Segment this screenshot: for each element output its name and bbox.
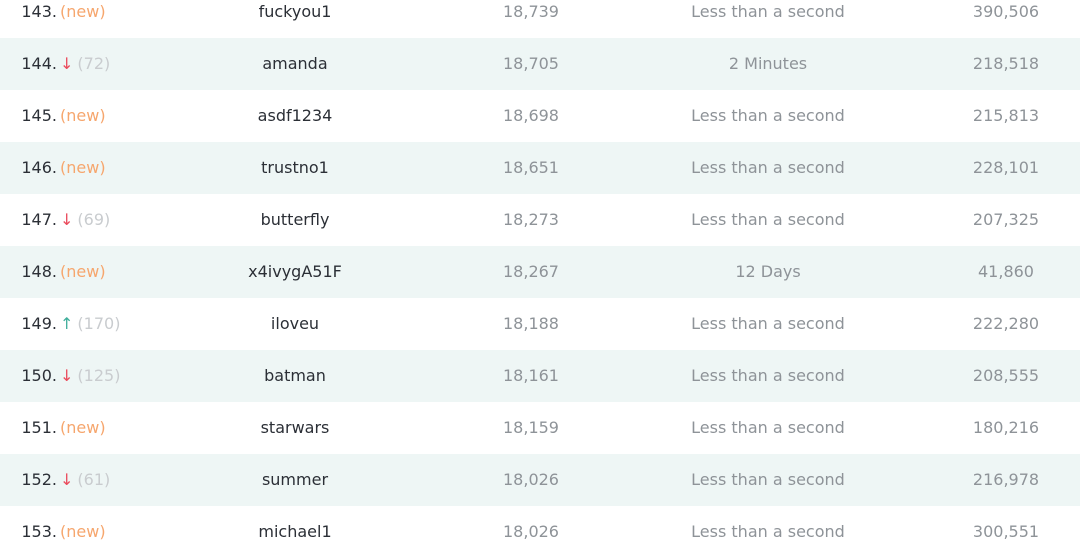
rank-change: ↑ (170) [60, 298, 120, 350]
new-badge: (new) [60, 158, 106, 177]
rank-number: 147. [21, 210, 57, 229]
user-count: 222,280 [972, 314, 1040, 333]
rank-change: ↓ (69) [60, 194, 110, 246]
arrow-up-icon: ↑ [60, 314, 74, 333]
rank-number: 153. [21, 522, 57, 541]
previous-rank: (61) [77, 470, 111, 489]
rank-change: (new) [60, 246, 106, 298]
password: x4ivygA51F [248, 262, 342, 281]
table-row: 143. (new) fuckyou1 18,739 Less than a secon… [0, 0, 1080, 38]
table-row: 153. (new) michael1 18,026 Less than a secon… [0, 506, 1080, 558]
time-to-crack: 2 Minutes [728, 54, 808, 73]
time-to-crack: Less than a second [691, 158, 845, 177]
rank-number: 148. [21, 262, 57, 281]
arrow-down-icon: ↓ [60, 470, 74, 489]
count: 18,159 [503, 418, 559, 437]
time-to-crack: Less than a second [691, 522, 845, 541]
user-count: 218,518 [972, 54, 1040, 73]
user-count: 215,813 [972, 106, 1040, 125]
new-badge: (new) [60, 418, 106, 437]
count: 18,026 [503, 470, 559, 489]
user-count: 228,101 [972, 158, 1040, 177]
previous-rank: (72) [77, 54, 111, 73]
rank-change: (new) [60, 90, 106, 142]
time-to-crack: Less than a second [691, 2, 845, 21]
count: 18,161 [503, 366, 559, 385]
user-count: 41,860 [978, 262, 1034, 281]
count: 18,267 [503, 262, 559, 281]
rank-number: 146. [21, 158, 57, 177]
count: 18,026 [503, 522, 559, 541]
count: 18,651 [503, 158, 559, 177]
password: amanda [262, 54, 328, 73]
count: 18,739 [503, 2, 559, 21]
table-row: 151. (new) starwars 18,159 Less than a secon… [0, 402, 1080, 454]
user-count: 300,551 [972, 522, 1040, 541]
arrow-down-icon: ↓ [60, 210, 74, 229]
user-count: 216,978 [972, 470, 1040, 489]
rank-change: ↓ (125) [60, 350, 120, 402]
time-to-crack: Less than a second [691, 314, 845, 333]
table-row: 146. (new) trustno1 18,651 Less than a secon… [0, 142, 1080, 194]
count: 18,698 [503, 106, 559, 125]
password: iloveu [270, 314, 320, 333]
count: 18,273 [503, 210, 559, 229]
password: fuckyou1 [258, 2, 332, 21]
table-row: 148. (new) x4ivygA51F 18,267 12 Days 41,860 [0, 246, 1080, 298]
user-count: 390,506 [972, 2, 1040, 21]
table-row: 144. ↓ (72) amanda 18,705 2 Minutes 218,518 [0, 38, 1080, 90]
rank-change: (new) [60, 142, 106, 194]
rank-number: 145. [21, 106, 57, 125]
rank-number: 143. [21, 2, 57, 21]
rank-change: (new) [60, 402, 106, 454]
rank-number: 149. [21, 314, 57, 333]
rank-change: (new) [60, 506, 106, 558]
new-badge: (new) [60, 2, 106, 21]
rank-change: ↓ (61) [60, 454, 110, 506]
password: butterfly [260, 210, 330, 229]
password: trustno1 [261, 158, 329, 177]
previous-rank: (125) [77, 366, 121, 385]
rank-number: 144. [21, 54, 57, 73]
previous-rank: (69) [77, 210, 111, 229]
count: 18,705 [503, 54, 559, 73]
new-badge: (new) [60, 522, 106, 541]
arrow-down-icon: ↓ [60, 54, 74, 73]
time-to-crack: 12 Days [735, 262, 801, 281]
password: asdf1234 [257, 106, 333, 125]
rank-change: (new) [60, 0, 106, 38]
user-count: 208,555 [972, 366, 1040, 385]
time-to-crack: Less than a second [691, 106, 845, 125]
password: michael1 [258, 522, 332, 541]
previous-rank: (170) [77, 314, 121, 333]
time-to-crack: Less than a second [691, 470, 845, 489]
password: starwars [260, 418, 330, 437]
time-to-crack: Less than a second [691, 418, 845, 437]
password: summer [261, 470, 329, 489]
table-row: 149. ↑ (170) iloveu 18,188 Less than a second… [0, 298, 1080, 350]
new-badge: (new) [60, 106, 106, 125]
table-row: 145. (new) asdf1234 18,698 Less than a secon… [0, 90, 1080, 142]
rank-number: 150. [21, 366, 57, 385]
table-row: 150. ↓ (125) batman 18,161 Less than a second… [0, 350, 1080, 402]
user-count: 207,325 [972, 210, 1040, 229]
rank-change: ↓ (72) [60, 38, 110, 90]
new-badge: (new) [60, 262, 106, 281]
table-row: 147. ↓ (69) butterfly 18,273 Less than a seco… [0, 194, 1080, 246]
table-row: 152. ↓ (61) summer 18,026 Less than a second 2… [0, 454, 1080, 506]
time-to-crack: Less than a second [691, 210, 845, 229]
count: 18,188 [503, 314, 559, 333]
rank-number: 152. [21, 470, 57, 489]
arrow-down-icon: ↓ [60, 366, 74, 385]
time-to-crack: Less than a second [691, 366, 845, 385]
rank-number: 151. [21, 418, 57, 437]
password: batman [264, 366, 326, 385]
user-count: 180,216 [972, 418, 1040, 437]
